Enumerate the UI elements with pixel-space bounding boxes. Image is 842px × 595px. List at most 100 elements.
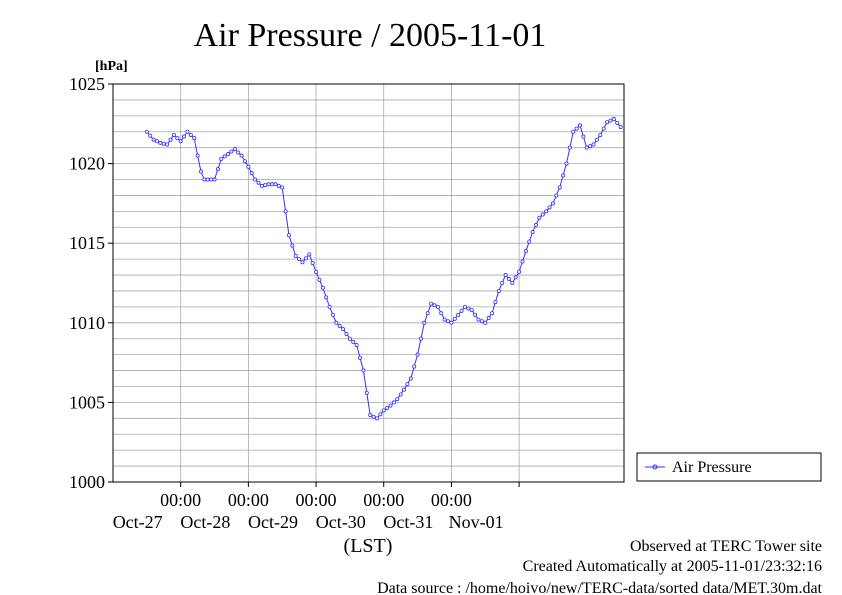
data-point <box>449 320 454 325</box>
data-point <box>192 136 197 141</box>
data-point <box>229 149 234 154</box>
data-point <box>171 132 176 137</box>
data-point <box>608 118 613 123</box>
data-point <box>374 416 379 421</box>
data-point <box>483 320 488 325</box>
data-point <box>412 364 417 369</box>
y-tick-label: 1020 <box>69 154 105 174</box>
data-point <box>402 387 407 392</box>
x-tick-time-label: 00:00 <box>363 490 404 510</box>
data-point <box>486 316 491 321</box>
data-point <box>496 288 501 293</box>
data-point <box>215 167 220 172</box>
data-point <box>368 413 373 418</box>
data-point <box>195 153 200 158</box>
data-point <box>473 312 478 317</box>
footer-created: Created Automatically at 2005-11-01/23:3… <box>523 558 822 575</box>
data-point <box>517 269 522 274</box>
data-point <box>344 331 349 336</box>
data-point <box>226 152 231 157</box>
data-point <box>178 139 183 144</box>
data-point <box>513 275 518 280</box>
data-point <box>578 123 583 128</box>
data-point <box>601 126 606 131</box>
data-point <box>341 327 346 332</box>
data-point <box>537 215 542 220</box>
data-point <box>202 177 207 182</box>
data-point <box>144 129 149 134</box>
y-tick-label: 1025 <box>69 74 105 94</box>
data-point <box>273 182 278 187</box>
data-point <box>297 257 302 262</box>
data-point <box>398 392 403 397</box>
data-point <box>615 121 620 126</box>
y-tick-label: 1005 <box>69 392 105 412</box>
data-point <box>232 147 237 152</box>
data-point <box>148 133 153 138</box>
data-point <box>506 277 511 282</box>
y-axis-unit: [hPa] <box>95 59 128 74</box>
x-tick-time-label: 00:00 <box>296 490 337 510</box>
data-point <box>256 180 261 185</box>
data-point <box>462 304 467 309</box>
data-point <box>249 171 254 176</box>
data-point <box>520 259 525 264</box>
data-point <box>324 295 329 300</box>
data-point <box>317 277 322 282</box>
data-point <box>540 212 545 217</box>
data-point <box>503 273 508 278</box>
data-point <box>527 239 532 244</box>
data-point <box>554 193 559 198</box>
data-point <box>354 343 359 348</box>
chart-title: Air Pressure / 2005-11-01 <box>194 17 547 54</box>
data-point <box>490 311 495 316</box>
data-point <box>337 323 342 328</box>
data-point <box>300 260 305 265</box>
data-point <box>236 150 241 155</box>
data-point <box>530 230 535 235</box>
data-point <box>293 253 298 258</box>
data-point <box>347 336 352 341</box>
data-point <box>395 397 400 402</box>
x-tick-date-label: Nov-01 <box>449 512 504 532</box>
data-point <box>547 205 552 210</box>
data-point <box>588 144 593 149</box>
data-point <box>283 209 288 214</box>
data-point <box>446 319 451 324</box>
data-point <box>219 156 224 161</box>
data-point <box>550 201 555 206</box>
data-point <box>371 414 376 419</box>
data-point <box>442 317 447 322</box>
data-point <box>334 320 339 325</box>
data-point <box>544 209 549 214</box>
data-point <box>154 139 159 144</box>
grid-lines <box>113 84 624 482</box>
data-point <box>523 249 528 254</box>
data-point <box>557 185 562 190</box>
data-point <box>253 177 258 182</box>
data-point <box>439 311 444 316</box>
data-point <box>165 142 170 147</box>
x-tick-time-label: 00:00 <box>160 490 201 510</box>
data-point <box>182 134 187 139</box>
x-tick-time-label: 00:00 <box>431 490 472 510</box>
data-point <box>500 280 505 285</box>
data-point <box>418 336 423 341</box>
x-tick-date-label: Oct-27 <box>113 512 163 532</box>
data-point <box>158 140 163 145</box>
data-point <box>242 159 247 164</box>
data-point <box>351 339 356 344</box>
data-point <box>209 177 214 182</box>
data-point <box>303 256 308 261</box>
data-point <box>161 141 166 146</box>
data-point <box>168 137 173 142</box>
data-point <box>476 317 481 322</box>
y-axis-ticks: 1000 1005 1010 1015 1020 1025 <box>69 74 113 492</box>
footer-source: Data source : /home/hoivo/new/TERC-data/… <box>377 580 822 595</box>
x-tick-date-label: Oct-29 <box>248 512 298 532</box>
data-point <box>358 355 363 360</box>
data-point <box>479 319 484 324</box>
legend-marker-swatch <box>652 464 658 470</box>
data-point <box>422 320 427 325</box>
data-point <box>432 303 437 308</box>
